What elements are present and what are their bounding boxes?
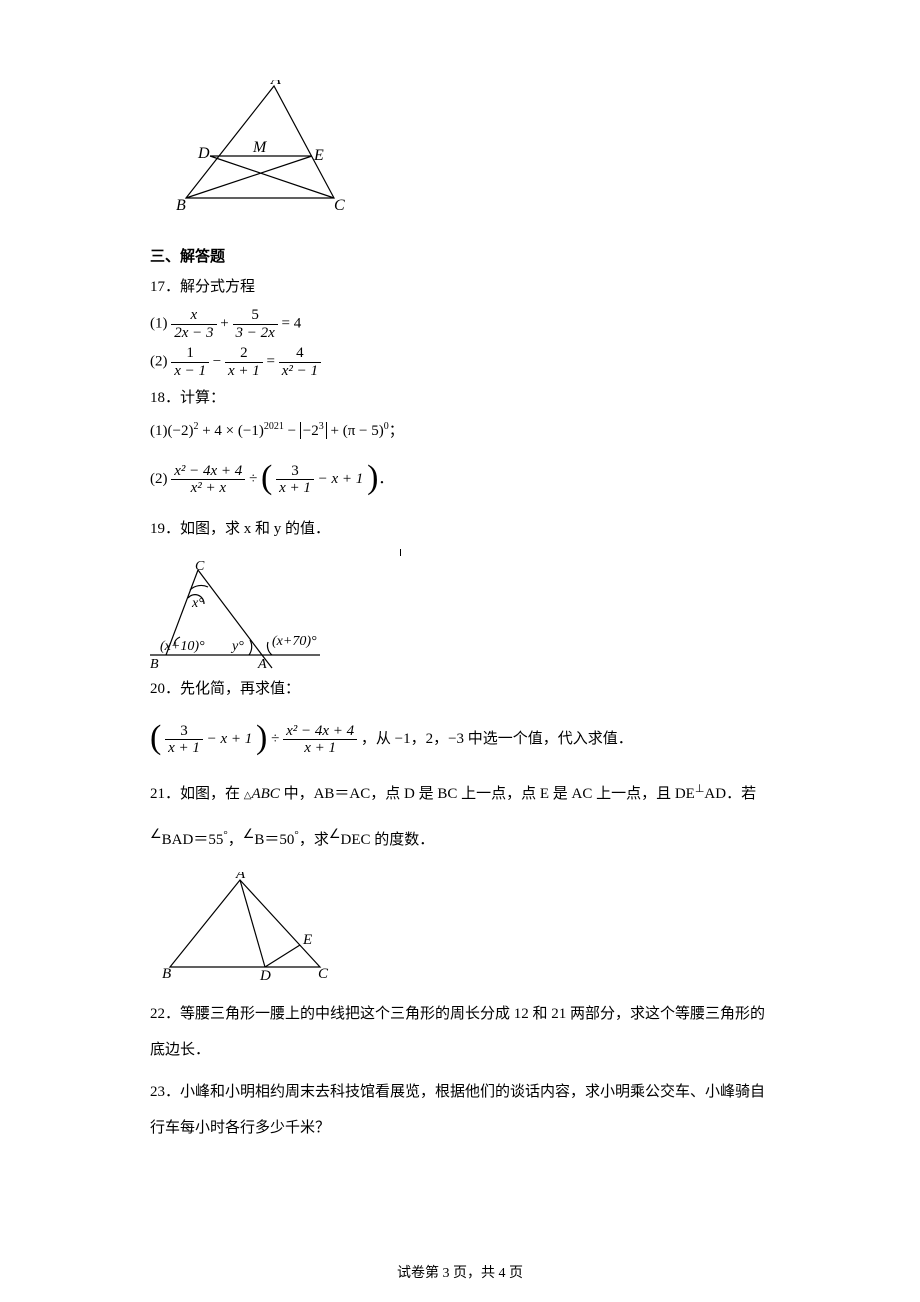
q19-figure: C B A x° (x+10)° y° (x+70)° bbox=[150, 560, 770, 670]
q18-title: 18．计算： bbox=[150, 385, 770, 412]
q23: 23．小峰和小明相约周末去科技馆看展览，根据他们的谈话内容，求小明乘公交车、小峰… bbox=[150, 1074, 770, 1146]
section-3-header: 三、解答题 bbox=[150, 245, 770, 266]
label-M: M bbox=[252, 139, 268, 156]
q19-title: 19．如图，求 x 和 y 的值． bbox=[150, 516, 770, 543]
svg-text:D: D bbox=[259, 968, 271, 982]
q21-figure: A B C D E bbox=[160, 872, 770, 982]
q20-expr: ( 3x + 1 − x + 1 ) ÷ x² − 4x + 4x + 1 ，从… bbox=[150, 709, 770, 770]
q17-p2-label: (2) bbox=[150, 353, 168, 369]
svg-text:x°: x° bbox=[191, 596, 204, 611]
label-E: E bbox=[313, 147, 324, 164]
q20-title: 20．先化简，再求值： bbox=[150, 676, 770, 703]
q18-part2: (2) x² − 4x + 4x² + x ÷ ( 3x + 1 − x + 1… bbox=[150, 449, 770, 510]
vertical-mark bbox=[400, 549, 401, 556]
svg-text:(x+70)°: (x+70)° bbox=[272, 634, 317, 649]
svg-text:B: B bbox=[150, 657, 159, 670]
q21-line1: 21．如图，在 △ABC 中，AB＝AC，点 D 是 BC 上一点，点 E 是 … bbox=[150, 776, 770, 812]
q17-title: 17．解分式方程 bbox=[150, 274, 770, 301]
svg-text:C: C bbox=[318, 966, 329, 982]
figure-triangle-midsegment: A B C D E M bbox=[176, 80, 770, 215]
q21-line2: ∠BAD＝55°，∠B＝50°，求∠DEC 的度数． bbox=[150, 818, 770, 858]
svg-text:(x+10)°: (x+10)° bbox=[160, 639, 205, 654]
q18-part1: (1)(−2)2 + 4 × (−1)2021 − −23 + (π − 5)0… bbox=[150, 418, 770, 445]
page-footer: 试卷第 3 页，共 4 页 bbox=[0, 1262, 920, 1282]
svg-text:y°: y° bbox=[230, 639, 244, 654]
svg-text:C: C bbox=[195, 560, 205, 574]
label-A: A bbox=[270, 80, 281, 88]
svg-text:B: B bbox=[162, 966, 171, 982]
label-B: B bbox=[176, 197, 186, 214]
label-C: C bbox=[334, 197, 345, 214]
q17-part2: (2) 1x − 1 − 2x + 1 = 4x² − 1 bbox=[150, 345, 770, 379]
svg-text:E: E bbox=[302, 932, 312, 948]
q17-p1-label: (1) bbox=[150, 315, 168, 331]
svg-text:A: A bbox=[257, 657, 267, 670]
q17-part1: (1) x2x − 3 + 53 − 2x = 4 bbox=[150, 307, 770, 341]
svg-text:A: A bbox=[235, 872, 246, 882]
label-D: D bbox=[197, 145, 210, 162]
q22: 22．等腰三角形一腰上的中线把这个三角形的周长分成 12 和 21 两部分，求这… bbox=[150, 996, 770, 1068]
